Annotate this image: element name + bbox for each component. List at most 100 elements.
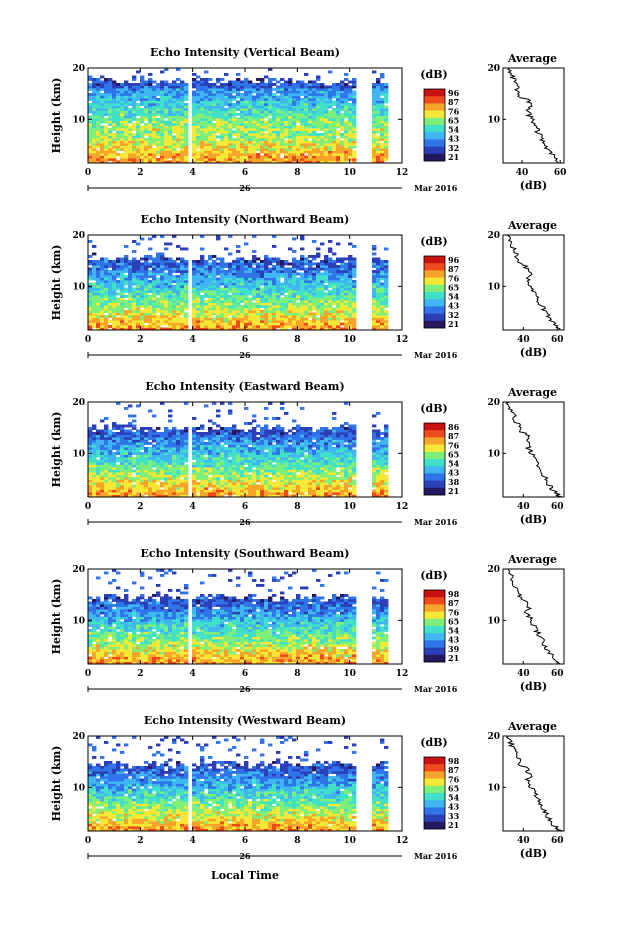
colorbar-level-label: 65 xyxy=(448,449,459,459)
colorbar-unit: (dB) xyxy=(420,235,447,248)
x-tick-label: 2 xyxy=(137,836,143,846)
x-tick-label: 12 xyxy=(396,836,409,846)
day-label: 26 xyxy=(239,851,251,861)
profile-frame xyxy=(502,67,565,164)
colorbar-level-label: 21 xyxy=(448,152,459,162)
profile-frame xyxy=(502,568,565,665)
y-axis-label: Height (km) xyxy=(50,245,63,321)
panel-3: Echo Intensity (Eastward Beam)1020Height… xyxy=(50,380,565,527)
profile-y-tick: 20 xyxy=(487,732,500,742)
profile-y-tick: 10 xyxy=(487,115,500,125)
y-axis-label: Height (km) xyxy=(50,78,63,154)
x-tick-label: 2 xyxy=(137,502,143,512)
colorbar-level-label: 87 xyxy=(448,765,459,775)
colorbar xyxy=(423,255,446,329)
colorbar-level-label: 43 xyxy=(448,635,460,645)
x-tick-label: 10 xyxy=(343,836,356,846)
date-label: Mar 2016 xyxy=(414,517,458,527)
heatmap-cells xyxy=(88,235,389,331)
profile-title: Average xyxy=(507,52,557,65)
profile-x-tick: 40 xyxy=(517,836,530,846)
colorbar-level-label: 65 xyxy=(448,616,459,626)
profile-x-label: (dB) xyxy=(520,179,547,192)
x-tick-label: 12 xyxy=(396,502,409,512)
colorbar-level-label: 43 xyxy=(448,301,460,311)
profile-frame xyxy=(502,401,565,498)
x-tick-label: 2 xyxy=(137,335,143,345)
y-tick-label: 10 xyxy=(72,282,85,292)
y-tick-label: 20 xyxy=(72,231,85,241)
profile-y-tick: 10 xyxy=(487,282,500,292)
colorbar-unit: (dB) xyxy=(420,569,447,582)
date-label: Mar 2016 xyxy=(414,183,458,193)
colorbar-level-label: 76 xyxy=(448,607,460,617)
profile-x-tick: 40 xyxy=(517,335,530,345)
colorbar-level-label: 65 xyxy=(448,282,459,292)
x-tick-label: 6 xyxy=(242,836,248,846)
profile-y-tick: 10 xyxy=(487,616,500,626)
profile-line xyxy=(506,234,561,331)
profile-y-tick: 20 xyxy=(487,398,500,408)
colorbar-level-label: 76 xyxy=(448,273,460,283)
colorbar-level-label: 98 xyxy=(448,589,460,599)
colorbar-level-label: 21 xyxy=(448,653,459,663)
x-tick-label: 4 xyxy=(190,168,196,178)
x-tick-label: 10 xyxy=(343,335,356,345)
y-tick-label: 10 xyxy=(72,449,85,459)
colorbar-level-label: 87 xyxy=(448,97,459,107)
panel-4: Echo Intensity (Southward Beam)1020Heigh… xyxy=(50,547,565,694)
y-tick-label: 20 xyxy=(72,398,85,408)
x-tick-label: 8 xyxy=(294,669,300,679)
profile-x-tick: 40 xyxy=(517,502,530,512)
profile-y-tick: 20 xyxy=(487,565,500,575)
profile-x-tick: 60 xyxy=(551,669,564,679)
profile-title: Average xyxy=(507,720,557,733)
profile-x-tick: 40 xyxy=(517,669,530,679)
y-axis-label: Height (km) xyxy=(50,746,63,822)
profile-x-tick: 60 xyxy=(551,502,564,512)
x-tick-label: 4 xyxy=(190,502,196,512)
profile-title: Average xyxy=(507,553,557,566)
colorbar xyxy=(423,88,446,162)
profile-line xyxy=(505,735,564,832)
colorbar-level-label: 96 xyxy=(448,255,460,265)
profile-y-tick: 10 xyxy=(487,783,500,793)
x-tick-label: 8 xyxy=(294,836,300,846)
colorbar-level-label: 33 xyxy=(448,811,460,821)
colorbar-level-label: 43 xyxy=(448,134,460,144)
x-tick-label: 10 xyxy=(343,669,356,679)
colorbar-level-label: 32 xyxy=(448,143,459,153)
x-tick-label: 0 xyxy=(85,669,91,679)
x-tick-label: 0 xyxy=(85,168,91,178)
panel-title: Echo Intensity (Vertical Beam) xyxy=(150,46,340,59)
x-tick-label: 10 xyxy=(343,502,356,512)
y-tick-label: 10 xyxy=(72,115,85,125)
profile-line xyxy=(505,401,563,498)
x-tick-label: 0 xyxy=(85,502,91,512)
colorbar-level-label: 65 xyxy=(448,783,459,793)
y-tick-label: 20 xyxy=(72,732,85,742)
colorbar-level-label: 76 xyxy=(448,106,460,116)
colorbar-level-label: 38 xyxy=(448,477,460,487)
date-label: Mar 2016 xyxy=(414,851,458,861)
profile-y-tick: 20 xyxy=(487,231,500,241)
colorbar-level-label: 54 xyxy=(448,626,460,636)
profile-x-tick: 60 xyxy=(554,168,567,178)
colorbar-level-label: 21 xyxy=(448,820,459,830)
colorbar-unit: (dB) xyxy=(420,736,447,749)
profile-x-label: (dB) xyxy=(520,680,547,693)
panel-title: Echo Intensity (Northward Beam) xyxy=(141,213,350,226)
profile-frame xyxy=(502,234,565,331)
profile-frame xyxy=(502,735,565,832)
panel-2: Echo Intensity (Northward Beam) 10 20 Heigh… xyxy=(50,213,565,360)
colorbar-level-label: 86 xyxy=(448,422,460,432)
colorbar-level-label: 76 xyxy=(448,774,460,784)
x-tick-label: 8 xyxy=(294,335,300,345)
colorbar-level-label: 54 xyxy=(448,292,460,302)
profile-x-tick: 60 xyxy=(551,335,564,345)
x-tick-label: 6 xyxy=(242,502,248,512)
heatmap-cells xyxy=(88,68,389,164)
y-tick-label: 10 xyxy=(72,616,85,626)
colorbar xyxy=(423,422,446,496)
